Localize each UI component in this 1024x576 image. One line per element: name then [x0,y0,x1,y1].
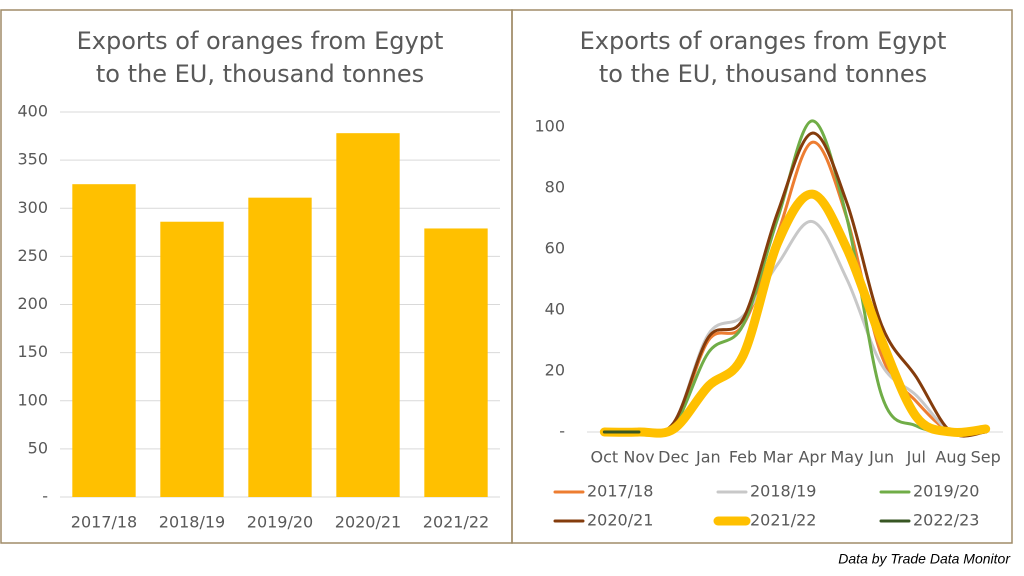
legend-label: 2022/23 [913,511,979,530]
y-tick-label: 150 [17,342,48,361]
x-tick-label: Mar [763,448,794,467]
line-series [602,131,988,438]
x-tick-label: 2017/18 [71,513,137,532]
chart-title: to the EU, thousand tonnes [96,60,424,88]
x-tick-label: Oct [590,448,618,467]
y-tick-label: - [42,487,48,506]
x-tick-label: May [830,448,863,467]
bar [248,197,312,497]
bar [72,184,136,497]
legend-label: 2020/21 [587,511,653,530]
x-tick-label: Jun [868,448,894,467]
y-tick-label: 50 [28,438,48,457]
y-tick-label: 100 [534,117,565,136]
bar [336,133,400,498]
y-tick-label: 80 [545,178,565,197]
x-tick-label: Sep [971,448,1001,467]
legend-label: 2017/18 [587,482,653,501]
x-tick-label: Nov [623,448,654,467]
y-tick-label: 100 [17,390,48,409]
y-tick-label: 60 [545,239,565,258]
chart-title: to the EU, thousand tonnes [599,60,927,88]
x-tick-label: Aug [935,448,966,467]
x-tick-label: 2020/21 [335,513,401,532]
x-tick-label: Jan [695,448,721,467]
chart-title: Exports of oranges from Egypt [77,27,444,55]
legend-label: 2019/20 [913,482,979,501]
y-tick-label: 250 [17,246,48,265]
y-tick-label: 300 [17,198,48,217]
x-tick-label: Feb [729,448,757,467]
x-tick-label: Dec [658,448,689,467]
x-tick-label: 2018/19 [159,513,225,532]
line-series [602,220,988,437]
y-tick-label: 20 [545,361,565,380]
source: Data by Trade Data Monitor [838,551,1011,567]
chart-title: Exports of oranges from Egypt [580,27,947,55]
panel-border [511,9,1013,544]
line-series [602,119,988,436]
y-tick-label: 400 [17,102,48,121]
legend-label: 2021/22 [750,511,816,530]
bar [160,221,224,497]
x-tick-label: Apr [798,448,826,467]
legend-label: 2018/19 [750,482,816,501]
bar [424,228,488,497]
y-tick-label: 350 [17,150,48,169]
line-series [602,140,988,436]
y-tick-label: 40 [545,300,565,319]
line-series [599,189,991,438]
y-tick-label: 200 [17,294,48,313]
x-tick-label: 2019/20 [247,513,313,532]
x-tick-label: Jul [906,448,926,467]
y-tick-label: - [559,422,565,441]
x-tick-label: 2021/22 [423,513,489,532]
